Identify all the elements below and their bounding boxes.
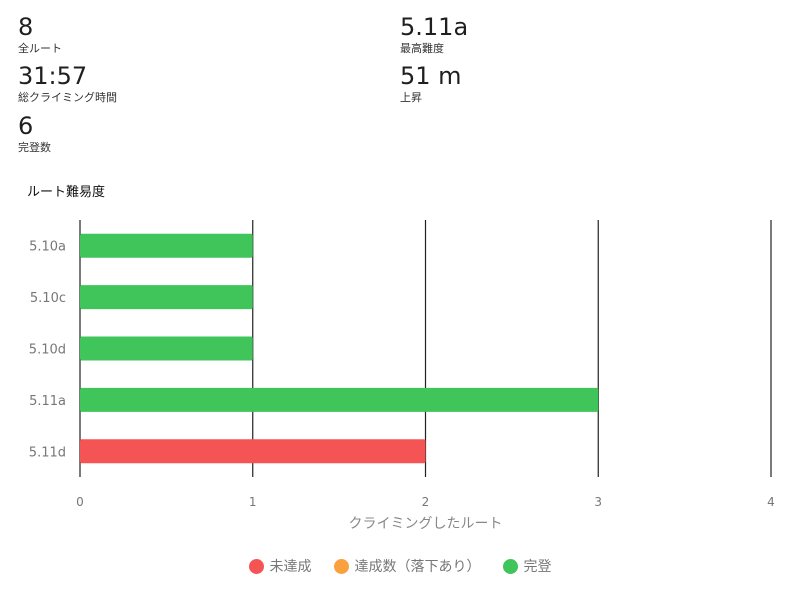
x-axis-label: クライミングしたルート [349,516,503,532]
y-tick-label: 5.11d [29,445,66,460]
legend-swatch [248,558,264,574]
legend-label: 未達成 [269,559,312,575]
section-title: ルート難易度 [27,185,106,200]
legend-label: 達成数（落下あり） [354,559,481,575]
x-tick-label: 1 [249,495,257,509]
legend-swatch [502,558,518,574]
stat-climbing-time-value: 31:57 [18,62,88,90]
y-tick-label: 5.10c [30,291,66,306]
stat-total-routes: 8 全ルート [18,15,62,55]
bar-sent [80,387,599,412]
stat-total-routes-label: 全ルート [18,42,62,55]
stat-total-routes-value: 8 [18,13,34,41]
stat-max-grade-label: 最高難度 [400,42,444,55]
legend-swatch [333,558,349,574]
x-tick-label: 4 [767,495,775,509]
legend-item-not_sent: 未達成 [248,556,312,576]
legend-item-sent: 完登 [502,556,552,576]
y-tick-label: 5.10d [29,343,66,358]
stat-sends-value: 6 [18,112,34,140]
x-tick-label: 3 [594,495,602,509]
stat-ascent-value: 51 m [400,62,462,90]
stat-ascent-label: 上昇 [400,91,422,104]
stat-ascent: 51 m 上昇 [400,64,462,104]
stat-climbing-time: 31:57 総クライミング時間 [18,64,117,104]
stat-max-grade: 5.11a 最高難度 [400,15,468,55]
bar-sent [80,336,253,361]
legend-item-sent_with_falls: 達成数（落下あり） [333,556,481,576]
bar-sent [80,285,253,310]
y-tick-label: 5.11a [29,394,66,409]
stat-max-grade-value: 5.11a [400,13,469,41]
bar-not_sent [80,439,426,464]
bar-sent [80,233,253,258]
stat-sends-label: 完登数 [18,141,51,154]
chart-legend: 未達成 達成数（落下あり） 完登 [0,556,800,576]
y-tick-label: 5.10a [29,240,66,255]
legend-label: 完登 [523,559,552,575]
stat-sends: 6 完登数 [18,114,51,154]
x-tick-label: 2 [422,495,430,509]
x-tick-label: 0 [76,495,84,509]
stat-climbing-time-label: 総クライミング時間 [18,91,117,104]
